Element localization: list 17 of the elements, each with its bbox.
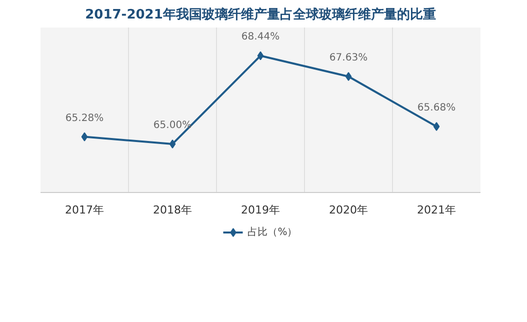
point	[433, 122, 440, 132]
point	[345, 72, 352, 82]
x-tick-label: 2020年	[329, 204, 368, 216]
x-tick-label: 2021年	[417, 204, 456, 216]
data-label: 65.00%	[153, 120, 192, 131]
data-label: 65.68%	[417, 102, 456, 114]
x-tick-label: 2019年	[241, 204, 280, 216]
point	[169, 139, 176, 148]
point	[257, 51, 264, 60]
data-label: 67.63%	[329, 52, 368, 64]
x-tick-label: 2017年	[65, 204, 104, 216]
point	[81, 132, 88, 142]
data-label: 65.28%	[65, 112, 104, 124]
chart-title: 2017-2021年我国玻璃纤维产量占全球玻璃纤维产量的比重	[85, 6, 436, 22]
data-label: 68.44%	[241, 32, 280, 43]
x-tick-label: 2018年	[153, 204, 192, 216]
legend-label: 占比（%）	[248, 226, 298, 239]
